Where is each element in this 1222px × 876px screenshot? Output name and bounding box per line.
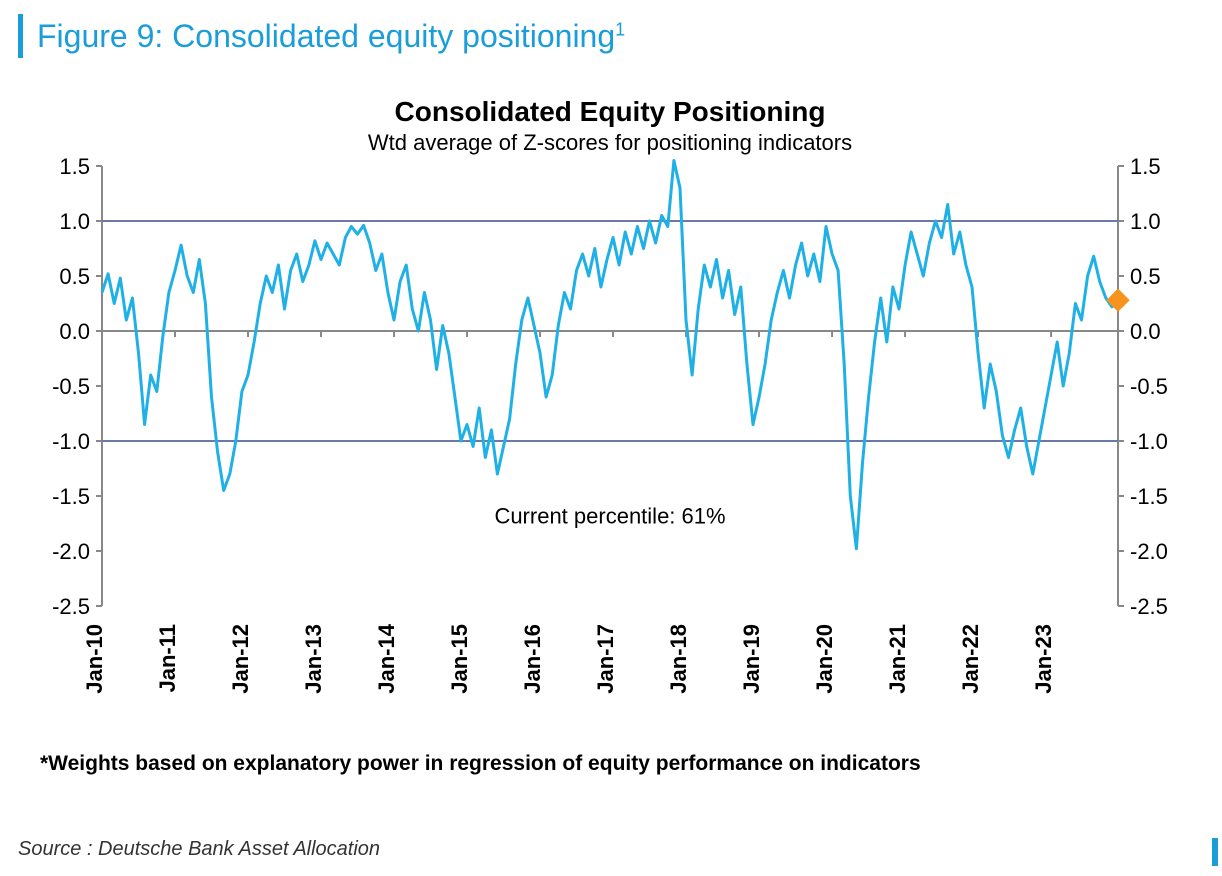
series-line [102, 161, 1118, 549]
xtick-label: Jan-11 [155, 624, 180, 693]
xtick-label: Jan-18 [666, 624, 691, 694]
accent-bar-right [1212, 838, 1218, 866]
ytick-label-right: 0.0 [1130, 319, 1161, 344]
ytick-label-right: -2.0 [1130, 539, 1168, 564]
ytick-label-right: 0.5 [1130, 264, 1161, 289]
xtick-label: Jan-10 [82, 624, 107, 694]
source-attribution: Source : Deutsche Bank Asset Allocation [18, 838, 380, 861]
ytick-label-left: 1.0 [59, 209, 90, 234]
chart-footnote: *Weights based on explanatory power in r… [40, 752, 921, 776]
ytick-label-left: -0.5 [52, 374, 90, 399]
figure-title-bar: Figure 9: Consolidated equity positionin… [18, 14, 625, 58]
xtick-label: Jan-16 [520, 624, 545, 694]
xtick-label: Jan-13 [301, 624, 326, 694]
xtick-label: Jan-20 [812, 624, 837, 694]
chart-subtitle: Wtd average of Z-scores for positioning … [30, 130, 1190, 156]
ytick-label-left: -1.5 [52, 484, 90, 509]
ytick-label-right: -1.5 [1130, 484, 1168, 509]
current-marker-icon [1107, 289, 1129, 311]
ytick-label-left: 0.5 [59, 264, 90, 289]
ytick-label-left: -2.5 [52, 594, 90, 619]
ytick-label-left: 1.5 [59, 156, 90, 179]
xtick-label: Jan-15 [447, 624, 472, 694]
figure-container: Figure 9: Consolidated equity positionin… [0, 0, 1222, 876]
xtick-label: Jan-14 [374, 623, 399, 693]
chart-title: Consolidated Equity Positioning [30, 96, 1190, 128]
xtick-label: Jan-19 [739, 624, 764, 694]
figure-title-superscript: 1 [615, 19, 625, 39]
ytick-label-right: -2.5 [1130, 594, 1168, 619]
figure-title: Figure 9: Consolidated equity positionin… [37, 18, 625, 55]
xtick-label: Jan-23 [1031, 624, 1056, 694]
ytick-label-right: -0.5 [1130, 374, 1168, 399]
xtick-label: Jan-21 [885, 624, 910, 694]
ytick-label-left: 0.0 [59, 319, 90, 344]
line-chart: 1.5 1.5 1.0 1.0 0.5 0.5 0.0 0.0 -0.5 -0.5 -1.0 -1.0… [30, 156, 1190, 736]
ytick-label-right: -1.0 [1130, 429, 1168, 454]
xtick-label: Jan-17 [593, 624, 618, 694]
chart-area: Consolidated Equity Positioning Wtd aver… [30, 90, 1190, 730]
ytick-label-right: 1.5 [1130, 156, 1161, 179]
xtick-label: Jan-22 [958, 624, 983, 694]
current-percentile-label: Current percentile: 61% [494, 504, 725, 529]
ytick-label-left: -1.0 [52, 429, 90, 454]
figure-title-text: Figure 9: Consolidated equity positionin… [37, 18, 615, 54]
xtick-label: Jan-12 [228, 624, 253, 694]
ytick-label-right: 1.0 [1130, 209, 1161, 234]
ytick-label-left: -2.0 [52, 539, 90, 564]
